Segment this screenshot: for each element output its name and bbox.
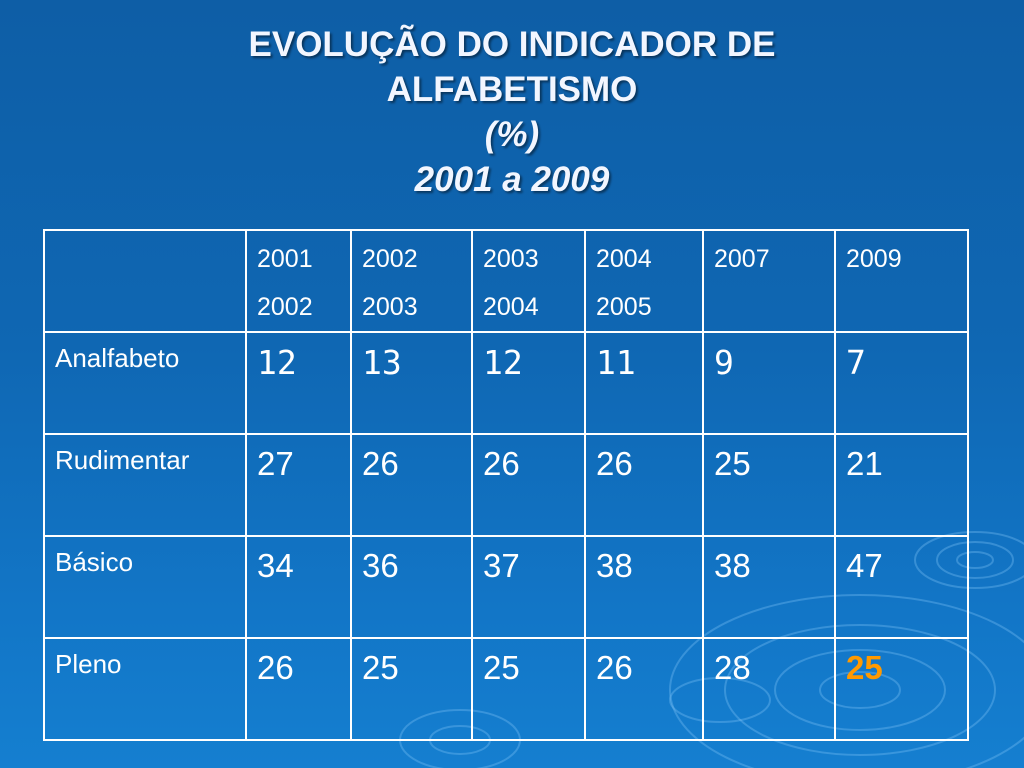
table-cell: 37 — [471, 535, 586, 639]
header-year-end: 2002 — [257, 293, 313, 321]
table-row: Analfabeto 12 13 12 11 9 7 — [43, 331, 969, 435]
header-period-2: 2002 2003 — [350, 229, 473, 333]
table-corner-cell — [43, 229, 247, 333]
table-cell: 25 — [350, 637, 473, 741]
header-year-end: 2004 — [483, 293, 539, 321]
title-line-1: EVOLUÇÃO DO INDICADOR DE — [248, 25, 776, 64]
header-period-6: 2009 — [834, 229, 969, 333]
table-cell: 26 — [350, 433, 473, 537]
table-cell: 27 — [245, 433, 352, 537]
table-header-row: 2001 2002 2002 2003 2003 2004 2004 2005 … — [43, 229, 969, 333]
table-cell: 38 — [702, 535, 836, 639]
table-cell: 9 — [702, 331, 836, 435]
header-period-3: 2003 2004 — [471, 229, 586, 333]
table-cell: 11 — [584, 331, 704, 435]
title-period: 2001 a 2009 — [414, 160, 610, 199]
header-period-1: 2001 2002 — [245, 229, 352, 333]
table-cell: 38 — [584, 535, 704, 639]
table-cell: 21 — [834, 433, 969, 537]
row-label-basico: Básico — [43, 535, 247, 639]
title-unit: (%) — [484, 115, 540, 154]
table-row: Básico 34 36 37 38 38 47 — [43, 535, 969, 639]
header-year-end: 2003 — [362, 293, 418, 321]
header-year-start: 2007 — [714, 245, 770, 273]
table-row: Rudimentar 27 26 26 26 25 21 — [43, 433, 969, 537]
table-cell: 34 — [245, 535, 352, 639]
table-row: Pleno 26 25 25 26 28 25 — [43, 637, 969, 741]
header-year-start: 2004 — [596, 245, 652, 273]
header-year-start: 2001 — [257, 245, 313, 273]
table-cell: 26 — [245, 637, 352, 741]
header-year-end: 2005 — [596, 293, 652, 321]
table-cell: 28 — [702, 637, 836, 741]
row-label-pleno: Pleno — [43, 637, 247, 741]
header-year-start: 2003 — [483, 245, 539, 273]
header-period-5: 2007 — [702, 229, 836, 333]
table-cell: 25 — [471, 637, 586, 741]
table-cell: 26 — [584, 637, 704, 741]
table-cell: 13 — [350, 331, 473, 435]
table-cell: 12 — [245, 331, 352, 435]
row-label-rudimentar: Rudimentar — [43, 433, 247, 537]
header-year-start: 2009 — [846, 245, 902, 273]
table-cell: 12 — [471, 331, 586, 435]
table-cell: 25 — [702, 433, 836, 537]
table-cell: 7 — [834, 331, 969, 435]
table-cell: 36 — [350, 535, 473, 639]
literacy-table: 2001 2002 2002 2003 2003 2004 2004 2005 … — [43, 229, 969, 741]
row-label-analfabeto: Analfabeto — [43, 331, 247, 435]
table-cell: 26 — [471, 433, 586, 537]
slide-title: EVOLUÇÃO DO INDICADOR DE ALFABETISMO (%)… — [0, 22, 1024, 202]
title-line-2: ALFABETISMO — [386, 70, 638, 109]
table-cell: 26 — [584, 433, 704, 537]
header-year-start: 2002 — [362, 245, 418, 273]
table-cell: 47 — [834, 535, 969, 639]
header-period-4: 2004 2005 — [584, 229, 704, 333]
highlighted-cell: 25 — [834, 637, 969, 741]
